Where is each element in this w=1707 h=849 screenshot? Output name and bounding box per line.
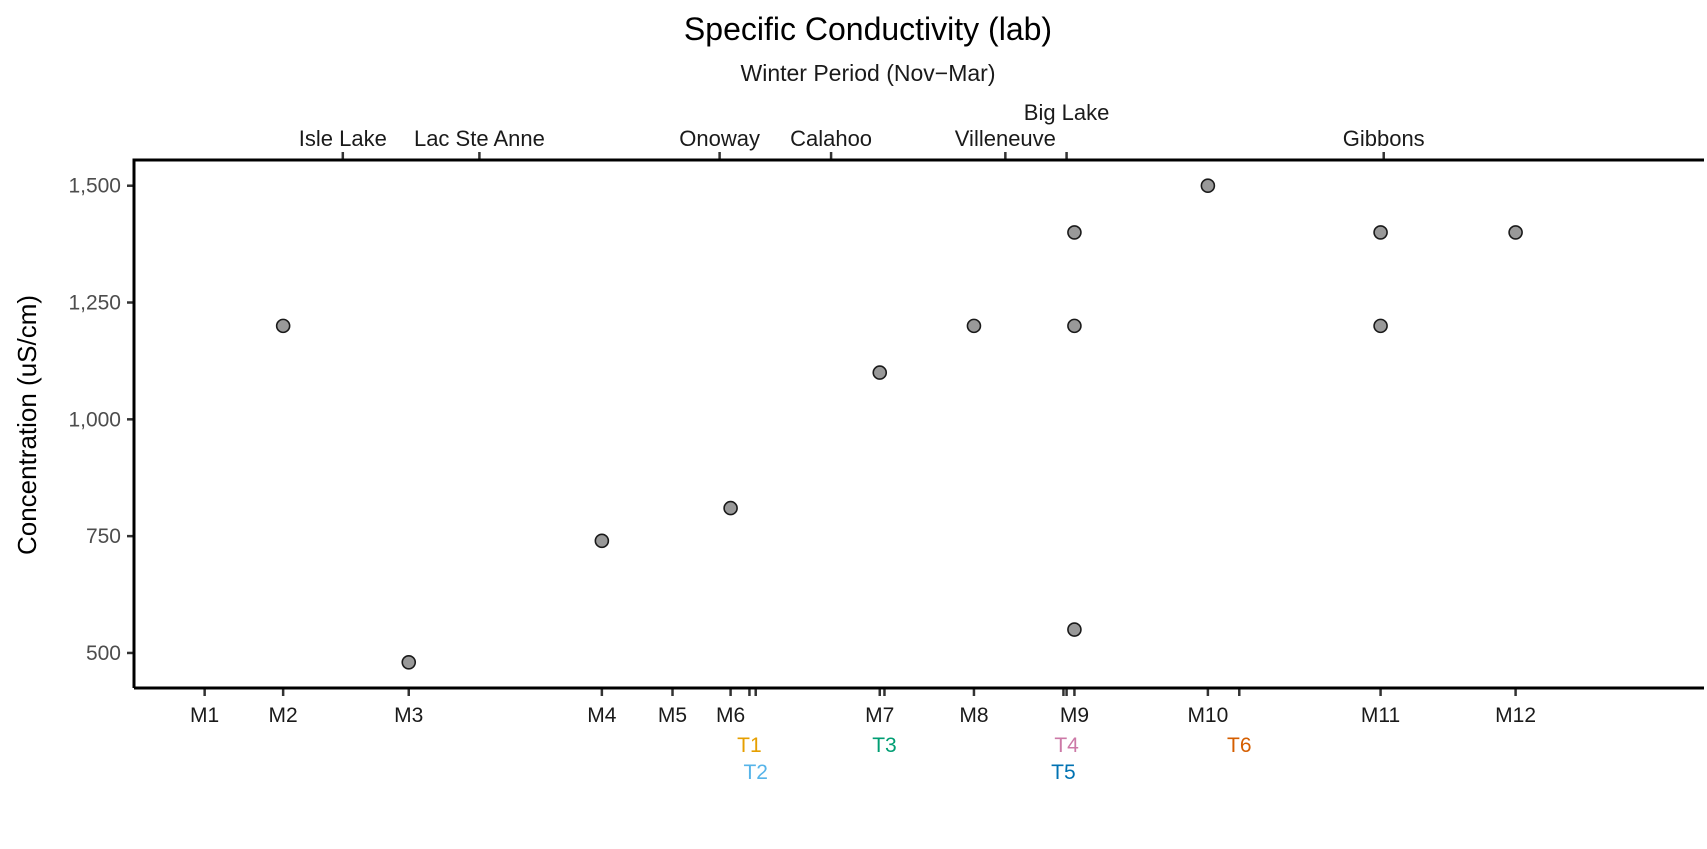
plot-panel-frame <box>132 158 1704 690</box>
station-label: M7 <box>865 704 894 727</box>
community-label: Calahoo <box>790 126 872 151</box>
data-point <box>723 500 738 516</box>
station-label: M6 <box>716 704 745 727</box>
data-points <box>275 178 1523 670</box>
y-tick-label: 1,000 <box>68 408 121 431</box>
station-label: M9 <box>1060 704 1089 727</box>
station-label: M5 <box>658 704 687 727</box>
community-label: Isle Lake <box>299 126 387 151</box>
community-label: Lac Ste Anne <box>414 126 545 151</box>
y-tick-label: 1,500 <box>68 175 121 198</box>
data-point <box>966 318 982 334</box>
station-label: M11 <box>1361 704 1400 727</box>
tributary-label: T4 <box>1054 734 1079 757</box>
data-point <box>1373 318 1388 334</box>
y-tick-label: 500 <box>86 642 121 665</box>
data-point <box>1067 225 1082 240</box>
data-point <box>1067 318 1082 334</box>
data-point <box>275 318 291 334</box>
station-label: M12 <box>1495 704 1536 727</box>
bottom-station-axis: M1 M2 M3 M4 M5 M6 M7 M8 M9 M10 M11 M12 T1 T2 T3 T4 T5 T6 <box>190 688 1536 784</box>
tributary-label: T1 <box>737 734 762 757</box>
community-label: Onoway <box>679 126 760 151</box>
station-label: M2 <box>269 704 298 727</box>
tributary-label: T5 <box>1051 761 1076 784</box>
data-point <box>594 533 610 549</box>
station-label: M8 <box>959 704 988 727</box>
data-point <box>1067 622 1082 637</box>
y-tick-label: 750 <box>86 525 121 548</box>
station-label: M10 <box>1187 704 1228 727</box>
community-label: Big Lake <box>1024 100 1110 125</box>
chart-subtitle: Winter Period (Nov−Mar) <box>741 60 996 86</box>
station-label: M3 <box>394 704 423 727</box>
station-label: M4 <box>587 704 616 727</box>
data-point <box>1200 178 1216 193</box>
data-point <box>1508 225 1523 240</box>
chart-title: Specific Conductivity (lab) <box>684 11 1052 47</box>
y-tick-label: 1,250 <box>68 292 121 315</box>
top-community-axis: Isle Lake Lac Ste Anne Onoway Calahoo Villen… <box>299 100 1425 160</box>
station-label: M1 <box>190 704 219 727</box>
tributary-label: T3 <box>872 734 897 757</box>
tributary-label: T2 <box>743 761 768 784</box>
y-axis: 500 750 1,000 1,250 1,500 <box>68 175 134 665</box>
community-label: Villeneuve <box>955 126 1056 151</box>
tributary-label: T6 <box>1227 734 1252 757</box>
y-axis-title: Concentration (uS/cm) <box>12 295 42 555</box>
community-label: Gibbons <box>1343 126 1425 151</box>
data-point <box>1373 225 1388 240</box>
data-point <box>872 365 888 380</box>
data-point <box>401 655 417 670</box>
